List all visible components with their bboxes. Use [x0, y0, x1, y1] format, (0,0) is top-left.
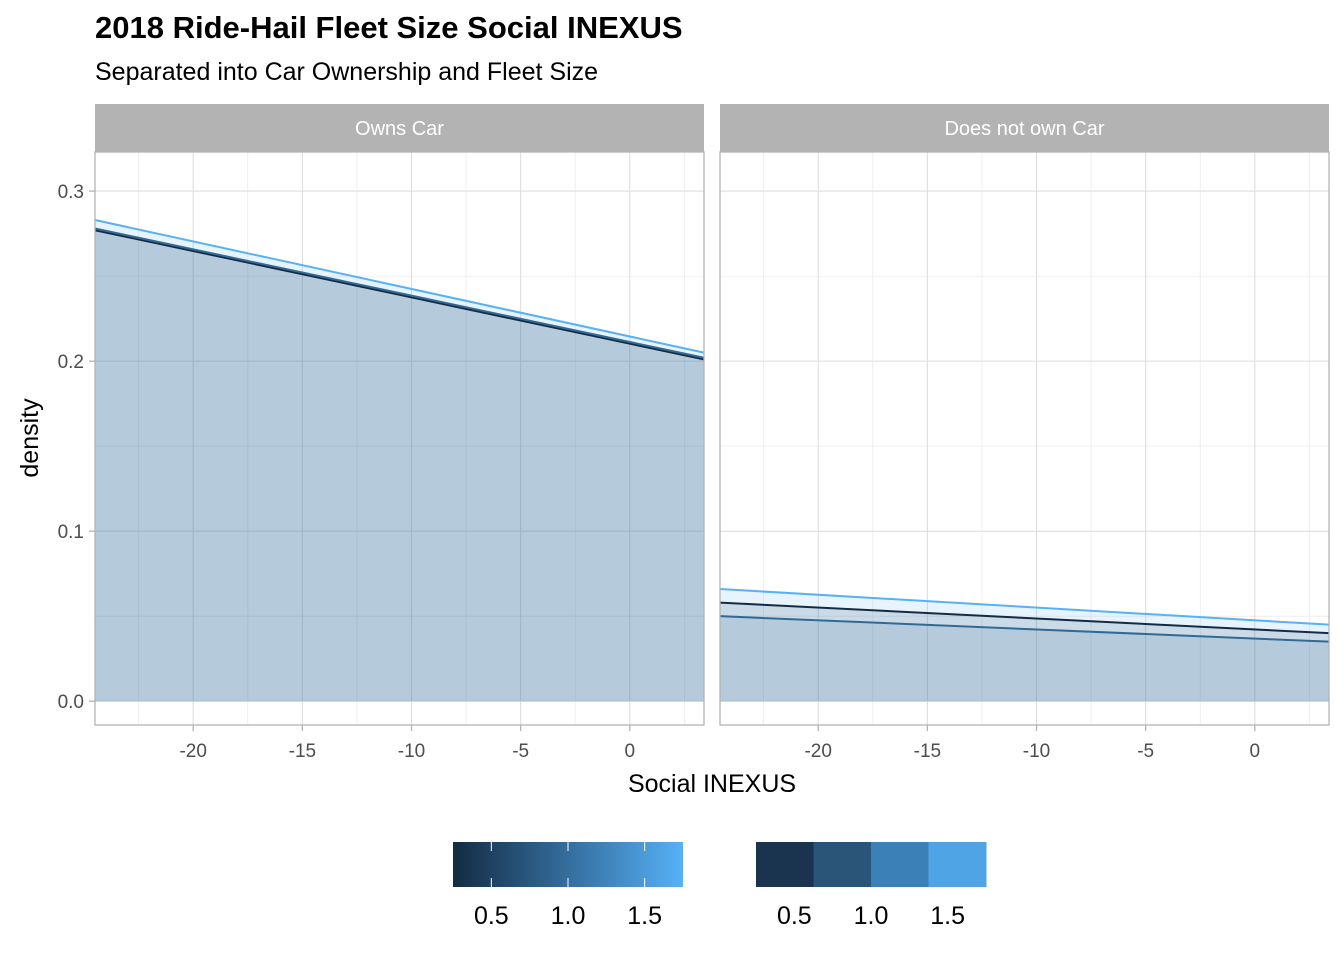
- legend-tick-label: 1.0: [854, 902, 889, 930]
- density-area: [95, 230, 704, 702]
- x-tick-label: 0: [624, 741, 635, 762]
- density-area: [95, 228, 704, 702]
- x-tick-label: -20: [804, 741, 831, 762]
- legend-color-step: [813, 842, 872, 887]
- density-line: [719, 601, 1330, 635]
- x-tick-label: -5: [1137, 741, 1154, 762]
- panel-background: [95, 152, 704, 725]
- legend-color-step: [756, 842, 814, 887]
- legend-tick-label: 1.5: [930, 902, 965, 930]
- panel-strip-label: Owns Car: [355, 118, 444, 140]
- legend-color-step: [871, 842, 929, 887]
- legend-color-step: [928, 842, 987, 887]
- legend-tick-label: 1.5: [627, 902, 662, 930]
- panel-strip: [720, 104, 1329, 152]
- density-line: [719, 615, 1330, 643]
- x-tick-label: 0: [1249, 741, 1260, 762]
- x-axis-title: Social INEXUS: [628, 770, 796, 798]
- y-tick-label: 0.2: [58, 352, 84, 373]
- panel-strip: [95, 104, 704, 152]
- density-line: [94, 227, 705, 359]
- density-area: [95, 220, 704, 702]
- y-tick-label: 0.3: [58, 182, 84, 203]
- x-tick-label: -15: [914, 741, 941, 762]
- y-tick-label: 0.1: [58, 522, 84, 543]
- density-area: [720, 602, 1329, 702]
- panel-strip-label: Does not own Car: [944, 118, 1104, 140]
- x-tick-label: -5: [512, 741, 529, 762]
- chart-title: 2018 Ride-Hail Fleet Size Social INEXUS: [95, 10, 683, 45]
- density-line: [94, 219, 705, 354]
- panel-border: [94, 151, 705, 726]
- x-tick-label: -10: [398, 741, 425, 762]
- y-axis-title: density: [16, 398, 44, 478]
- x-tick-label: -15: [289, 741, 316, 762]
- x-tick-label: -20: [179, 741, 206, 762]
- y-tick-label: 0.0: [58, 692, 84, 713]
- panel-border: [719, 151, 1330, 726]
- x-tick-label: -10: [1023, 741, 1050, 762]
- legend-tick-label: 1.0: [551, 902, 586, 930]
- density-line: [719, 587, 1330, 626]
- density-area: [720, 616, 1329, 702]
- legend-tick-label: 0.5: [777, 902, 812, 930]
- density-line: [94, 229, 705, 361]
- density-area: [720, 588, 1329, 702]
- chart-subtitle: Separated into Car Ownership and Fleet S…: [95, 58, 599, 86]
- legend-tick-label: 0.5: [474, 902, 509, 930]
